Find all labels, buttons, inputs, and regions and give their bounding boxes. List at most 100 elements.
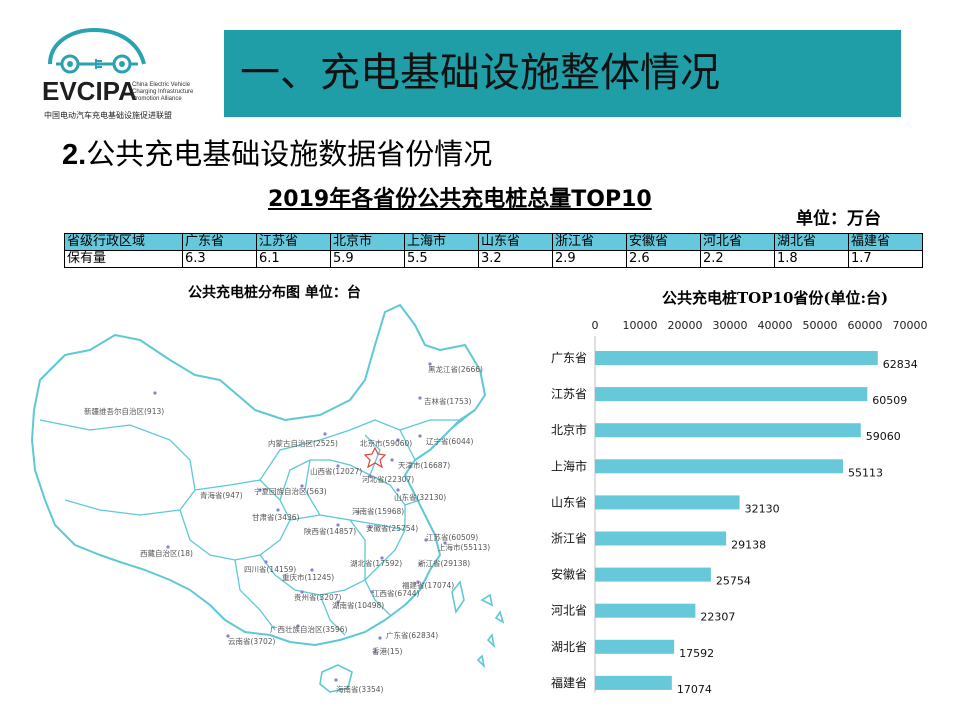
map-label: 黑龙江省(2666) <box>428 364 483 374</box>
map-label: 海南省(3354) <box>336 684 384 694</box>
x-tick-label: 20000 <box>668 319 703 332</box>
table-header-row: 省级行政区域 广东省 江苏省 北京市 上海市 山东省 浙江省 安徽省 河北省 湖… <box>64 233 923 251</box>
table-header-cell: 河北省 <box>700 233 775 251</box>
top10-table: 省级行政区域 广东省 江苏省 北京市 上海市 山东省 浙江省 安徽省 河北省 湖… <box>64 233 923 268</box>
table-header-cell: 福建省 <box>848 233 923 251</box>
table-header-cell: 山东省 <box>478 233 553 251</box>
x-tick-label: 40000 <box>758 319 793 332</box>
map-label: 重庆市(11245) <box>282 572 334 582</box>
data-label: 62834 <box>883 358 918 371</box>
section-title: 一、充电基础设施整体情况 <box>240 50 720 96</box>
data-label: 59060 <box>866 430 901 443</box>
category-label: 福建省 <box>551 675 587 690</box>
map-label: 上海市(55113) <box>438 542 490 552</box>
bar <box>595 675 672 690</box>
map-label: 香港(15) <box>372 646 402 656</box>
map-label: 北京市(59060) <box>360 438 412 448</box>
data-label: 22307 <box>700 611 735 624</box>
map-label: 湖南省(10498) <box>332 600 384 610</box>
category-label: 北京市 <box>551 422 587 437</box>
table-header-cell: 上海市 <box>404 233 479 251</box>
map-outline <box>31 304 486 646</box>
china-map: 黑龙江省(2666) 吉林省(1753) 新疆维吾尔自治区(913) 内蒙古自治… <box>31 304 505 694</box>
map-label: 西藏自治区(18) <box>140 548 193 558</box>
category-label: 广东省 <box>551 351 587 365</box>
map-label: 江苏省(60509) <box>426 532 478 542</box>
x-tick-label: 30000 <box>713 319 748 332</box>
table-value-cell: 1.8 <box>774 250 849 268</box>
bar <box>595 495 740 510</box>
bar <box>595 351 878 365</box>
data-label: 17592 <box>679 647 714 660</box>
bar <box>595 423 861 438</box>
car-plug-icon <box>48 27 146 74</box>
table-value-cell: 2.9 <box>552 250 627 268</box>
subtitle: 2.公共充电基础设施数据省份情况 <box>62 136 492 173</box>
map-label: 新疆维吾尔自治区(913) <box>84 406 164 416</box>
map-label: 湖北省(17592) <box>350 558 402 568</box>
map-label: 宁夏回族自治区(563) <box>254 486 327 496</box>
map-label: 河南省(15968) <box>352 506 404 516</box>
map-label: 青海省(947) <box>200 490 243 500</box>
subtitle-text: 公共充电基础设施数据省份情况 <box>86 137 493 171</box>
subtitle-number: 2. <box>62 139 87 171</box>
map-province-borders <box>39 409 476 636</box>
map-label: 广东省(62834) <box>386 630 438 640</box>
table-value-cell: 2.6 <box>626 250 701 268</box>
beijing-star-icon <box>363 446 387 469</box>
table-value-cell: 3.2 <box>478 250 553 268</box>
map-label: 四川省(14159) <box>244 564 296 574</box>
data-label: 17074 <box>677 683 712 696</box>
evcipa-logo: EVCIPA China Electric Vehicle Charging I… <box>36 24 204 122</box>
table-value-cell: 6.1 <box>256 250 331 268</box>
map-labels: 黑龙江省(2666) 吉林省(1753) 新疆维吾尔自治区(913) 内蒙古自治… <box>84 364 490 694</box>
category-label: 浙江省 <box>551 532 587 546</box>
x-tick-label: 70000 <box>893 319 928 332</box>
map-label: 山西省(12027) <box>310 466 362 476</box>
table-value-cell: 1.7 <box>848 250 923 268</box>
map-label: 吉林省(1753) <box>424 396 472 406</box>
map-label: 云南省(3702) <box>228 636 276 646</box>
bar <box>595 603 696 618</box>
logo-brand: EVCIPA <box>42 76 137 106</box>
category-label: 安徽省 <box>551 567 587 582</box>
category-label: 湖北省 <box>551 639 587 654</box>
x-tick-label: 60000 <box>848 319 883 332</box>
bar <box>595 387 868 402</box>
map-label: 安徽省(25754) <box>366 523 418 533</box>
table-value-cell: 2.2 <box>700 250 775 268</box>
table-unit: 单位：万台 <box>796 209 881 229</box>
logo-chinese-name: 中国电动汽车充电基础设施促进联盟 <box>44 111 172 120</box>
bar <box>595 639 675 654</box>
table-value-cell: 5.5 <box>404 250 479 268</box>
category-label: 山东省 <box>551 495 587 509</box>
map-label: 福建省(17074) <box>402 580 454 590</box>
table-title: 2019年各省份公共充电桩总量TOP10 <box>268 187 652 212</box>
table-header-cell: 浙江省 <box>552 233 627 251</box>
table-value-cell: 6.3 <box>182 250 257 268</box>
map-label: 河北省(22307) <box>362 474 414 484</box>
table-header-cell: 湖北省 <box>774 233 849 251</box>
table-header-label: 省级行政区域 <box>64 233 183 251</box>
map-label: 贵州省(3207) <box>294 592 342 602</box>
category-label: 上海市 <box>551 458 587 473</box>
map-label: 甘肃省(3436) <box>252 512 300 522</box>
data-label: 29138 <box>731 539 766 552</box>
map-label: 天津市(16687) <box>398 460 450 470</box>
data-label: 32130 <box>745 502 780 515</box>
map-label: 山东省(32130) <box>394 492 446 502</box>
section-banner: 一、充电基础设施整体情况 <box>224 30 901 117</box>
bar-chart-title: 公共充电桩TOP10省份(单位:台) <box>662 289 889 307</box>
map-label: 浙江省(29138) <box>418 558 470 568</box>
map-label: 辽宁省(6044) <box>426 436 474 446</box>
bar <box>595 459 844 474</box>
map-province-dots <box>153 362 447 682</box>
data-label: 25754 <box>716 575 751 588</box>
category-label: 河北省 <box>551 604 587 618</box>
table-value-cell: 5.9 <box>330 250 405 268</box>
bar <box>595 567 711 582</box>
map-title: 公共充电桩分布图 单位：台 <box>188 285 361 301</box>
table-header-cell: 北京市 <box>330 233 405 251</box>
map-label: 江西省(6744) <box>372 588 420 598</box>
x-tick-label: 10000 <box>623 319 658 332</box>
